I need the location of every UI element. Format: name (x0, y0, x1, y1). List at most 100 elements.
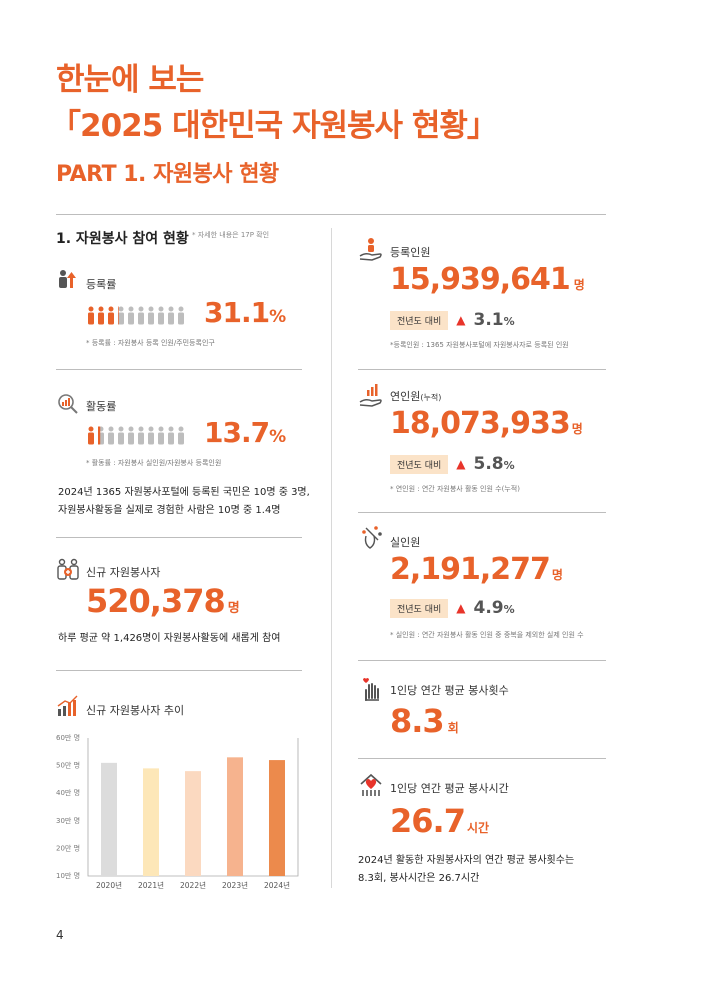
registration-unit: % (269, 307, 287, 327)
cumulative-change-unit: % (503, 459, 515, 472)
registered-badge: 전년도 대비 (390, 310, 449, 330)
avg-count-value-wrap: 8.3 회 (390, 702, 459, 740)
avg-hours-label: 1인당 연간 평균 봉사시간 (390, 782, 509, 795)
person-icon (108, 306, 114, 325)
title-line-2: 「2025 대한민국 자원봉사 현황」 (50, 108, 498, 144)
trend-chart-svg: 10만 명 20만 명 30만 명 40만 명 50만 명 60만 명 2020년 2021년… (56, 733, 299, 890)
person-icon (128, 306, 134, 325)
person-icon (158, 306, 164, 325)
cumulative-value: 18,073,933 (390, 406, 571, 441)
divider (56, 369, 302, 370)
registration-people-icon (86, 306, 186, 330)
registration-label: 등록률 (86, 278, 117, 291)
trend-chart-icon (56, 694, 80, 722)
up-arrow-icon: ▲ (456, 601, 466, 615)
avg-count-value: 8.3 (390, 702, 445, 740)
registration-note: * 등록률 : 자원봉사 등록 인원/주민등록인구 (86, 339, 215, 347)
x-tick-label: 2020년 (96, 880, 122, 890)
actual-change-value: 4.9 (473, 598, 504, 618)
divider (56, 537, 302, 538)
activity-summary: 2024년 1365 자원봉사포털에 등록된 국민은 10명 중 3명, 자원봉… (58, 484, 310, 520)
new-volunteer-value-wrap: 520,378 명 (86, 582, 240, 620)
x-tick-label: 2021년 (138, 880, 164, 890)
bar-2020년 (101, 762, 117, 876)
person-icon (88, 306, 94, 325)
hand-person-icon (358, 236, 384, 266)
person-icon (148, 426, 154, 445)
person-icon (118, 426, 124, 445)
registered-value: 15,939,641 (390, 262, 571, 297)
actual-value-wrap: 2,191,277 명 (390, 552, 563, 587)
bar-2021년 (143, 768, 159, 876)
person-icon (148, 306, 154, 325)
trend-label: 신규 자원봉사자 추이 (86, 704, 185, 717)
hand-chart-icon (358, 382, 384, 412)
registered-change-value: 3.1 (473, 310, 504, 330)
registered-label: 등록인원 (390, 246, 431, 259)
page-number: 4 (56, 928, 64, 942)
activity-value-wrap: 13.7% (204, 416, 286, 449)
avg-hours-summary: 2024년 활동한 자원봉사자의 연간 평균 봉사횟수는 8.3회, 봉사시간은… (358, 852, 574, 888)
y-tick-label: 30만 명 (56, 816, 80, 825)
person-icon (108, 426, 114, 445)
registration-value-wrap: 31.1% (204, 296, 286, 329)
avg-count-unit: 회 (447, 721, 459, 735)
divider (56, 670, 302, 671)
y-tick-label: 20만 명 (56, 843, 80, 852)
person-icon (178, 306, 184, 325)
heart-house-icon (358, 772, 384, 802)
cumulative-label-wrap: 연인원(누적) (390, 388, 441, 404)
activity-people-icon (86, 426, 186, 450)
title-line-1: 한눈에 보는 (56, 62, 204, 98)
cumulative-value-wrap: 18,073,933 명 (390, 406, 583, 441)
y-tick-label: 60만 명 (56, 733, 80, 742)
avg-hours-unit: 시간 (466, 821, 490, 835)
registration-icon (56, 268, 80, 296)
cumulative-change-value: 5.8 (473, 454, 504, 474)
avg-hours-summary-line2: 8.3회, 봉사시간은 26.7시간 (358, 873, 480, 884)
person-icon (158, 426, 164, 445)
up-arrow-icon: ▲ (456, 313, 466, 327)
cumulative-note: * 연인원 : 연간 자원봉사 활동 인원 수(누적) (390, 485, 520, 493)
new-volunteer-label: 신규 자원봉사자 (86, 566, 161, 579)
x-tick-label: 2023년 (222, 880, 248, 890)
cumulative-label: 연인원 (390, 390, 421, 403)
registration-value: 31.1 (204, 296, 270, 329)
new-volunteer-unit: 명 (227, 601, 240, 616)
person-icon (138, 426, 144, 445)
x-tick-label: 2022년 (180, 880, 206, 890)
person-icon (98, 426, 104, 445)
bar-2023년 (227, 757, 243, 876)
cumulative-change: 전년도 대비 ▲ 5.8% (390, 454, 515, 474)
divider (358, 512, 606, 513)
registered-unit: 명 (573, 278, 585, 292)
divider (358, 758, 606, 759)
activity-note: * 활동률 : 자원봉사 실인원/자원봉사 등록인원 (86, 459, 222, 467)
avg-count-label: 1인당 연간 평균 봉사횟수 (390, 684, 509, 697)
activity-unit: % (269, 427, 287, 447)
person-icon (138, 306, 144, 325)
registered-note: *등록인원 : 1365 자원봉사포털에 자원봉사자로 등록된 인원 (390, 341, 569, 349)
y-tick-label: 50만 명 (56, 761, 80, 770)
section-note: * 자세한 내용은 17P 확인 (192, 231, 270, 239)
new-volunteer-summary: 하루 평균 약 1,426명이 자원봉사활동에 새롭게 참여 (58, 633, 281, 644)
actual-change: 전년도 대비 ▲ 4.9% (390, 598, 515, 618)
activity-label: 활동률 (86, 400, 117, 413)
column-divider (331, 228, 332, 888)
magnifier-chart-icon (56, 392, 80, 420)
actual-value: 2,191,277 (390, 552, 551, 587)
actual-label: 실인원 (390, 536, 421, 549)
trend-chart: 10만 명 20만 명 30만 명 40만 명 50만 명 60만 명 2020년 2021년… (56, 730, 306, 899)
activity-value: 13.7 (204, 416, 270, 449)
new-volunteer-value: 520,378 (86, 582, 226, 620)
person-icon (168, 426, 174, 445)
person-icon (118, 306, 124, 325)
avg-hours-value-wrap: 26.7 시간 (390, 802, 489, 840)
bar-2022년 (185, 771, 201, 876)
up-arrow-icon: ▲ (456, 457, 466, 471)
registered-change: 전년도 대비 ▲ 3.1% (390, 310, 515, 330)
activity-summary-line2: 자원봉사활동을 실제로 경험한 사람은 10명 중 1.4명 (58, 505, 281, 516)
cumulative-unit: 명 (571, 422, 583, 436)
person-icon (98, 306, 104, 325)
header-divider (56, 214, 606, 215)
